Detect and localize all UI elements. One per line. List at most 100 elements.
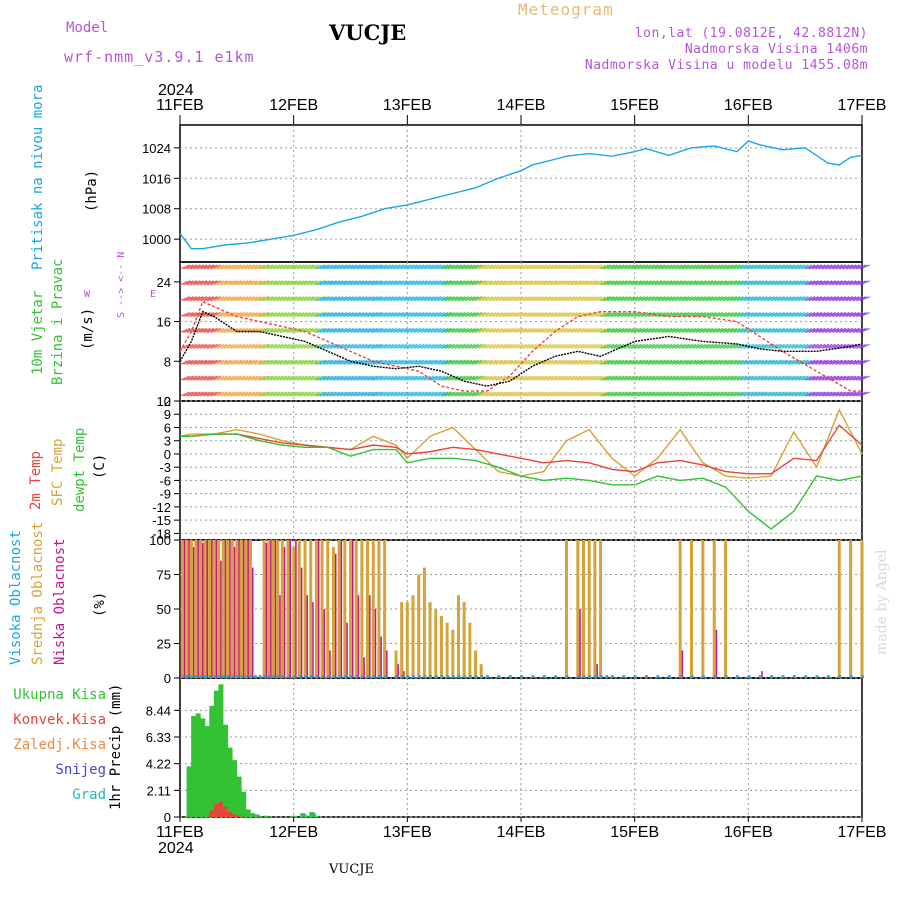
wind-barb bbox=[410, 280, 421, 286]
wind-barb bbox=[217, 264, 228, 270]
wind-barb bbox=[424, 280, 435, 286]
wind-barb bbox=[322, 312, 334, 318]
wind-barb bbox=[495, 280, 507, 286]
wind-barb bbox=[237, 375, 249, 381]
wind-barb bbox=[584, 296, 595, 302]
wind-barb bbox=[296, 264, 308, 270]
wind-barb bbox=[798, 375, 809, 381]
wind-barb bbox=[743, 296, 755, 302]
wind-barb bbox=[290, 327, 301, 334]
wind-barb bbox=[269, 327, 281, 334]
wind-barb bbox=[764, 264, 775, 270]
wind-barb bbox=[818, 343, 830, 349]
wind-barb bbox=[266, 280, 277, 286]
wind-barb bbox=[516, 296, 527, 302]
wind-barb bbox=[815, 391, 826, 397]
wind-barb bbox=[581, 296, 592, 302]
pressure-ytick-label: 1024 bbox=[142, 141, 171, 156]
wind-barb bbox=[526, 375, 537, 381]
wind-barb bbox=[224, 359, 235, 365]
cloud-high-bar bbox=[383, 675, 387, 678]
wind-barb bbox=[286, 312, 298, 318]
wind-barb bbox=[750, 359, 761, 365]
wind-barb bbox=[835, 280, 847, 286]
cloud-mid-bar bbox=[221, 540, 225, 678]
wind-barb bbox=[468, 391, 479, 397]
wind-barb bbox=[617, 280, 628, 286]
wind-barb bbox=[310, 280, 321, 286]
wind-barb bbox=[383, 359, 394, 365]
wind-barb bbox=[702, 296, 714, 302]
cloud-low-bar bbox=[579, 609, 581, 678]
wind-barb bbox=[671, 296, 683, 302]
wind-barb bbox=[203, 359, 215, 365]
wind-barb bbox=[719, 296, 731, 302]
cloud-low-bar bbox=[346, 622, 348, 678]
wind-barb bbox=[563, 327, 575, 334]
wind-barb bbox=[213, 375, 225, 381]
wind-barb bbox=[495, 312, 507, 318]
wind-barb bbox=[220, 391, 232, 397]
wind-barb bbox=[570, 343, 582, 349]
cloud-low-bar bbox=[238, 540, 240, 678]
wind-barb bbox=[465, 296, 476, 302]
wind-barb bbox=[567, 359, 578, 365]
wind-barb bbox=[523, 296, 534, 302]
wind-barb bbox=[193, 343, 204, 349]
wind-barb bbox=[712, 375, 724, 381]
cloud-high-bar bbox=[565, 675, 569, 678]
wind-barb bbox=[213, 296, 225, 302]
wind-barb bbox=[279, 312, 291, 318]
wind-barb bbox=[393, 391, 404, 397]
wind-barb bbox=[821, 312, 833, 318]
wind-barb bbox=[454, 391, 466, 397]
wind-barb bbox=[200, 312, 211, 318]
wind-barb bbox=[350, 375, 361, 381]
wind-barb bbox=[506, 312, 517, 318]
wind-barb bbox=[791, 264, 802, 270]
wind-barb bbox=[509, 296, 520, 302]
wind-barb bbox=[821, 343, 833, 349]
wind-barb bbox=[370, 327, 382, 334]
wind-barb bbox=[774, 375, 785, 381]
wind-barb bbox=[492, 359, 503, 365]
wind-barb bbox=[430, 296, 442, 302]
cloud-high-bar bbox=[451, 675, 455, 678]
cloud-mid-bar bbox=[276, 540, 280, 678]
wind-barb bbox=[448, 296, 459, 302]
wind-barb bbox=[685, 375, 697, 381]
wind-barb bbox=[804, 375, 816, 381]
wind-barb bbox=[437, 280, 449, 286]
wind-barb bbox=[300, 280, 311, 286]
wind-barb bbox=[777, 296, 789, 302]
wind-barb bbox=[441, 327, 452, 334]
wind-barb bbox=[603, 280, 615, 286]
wind-barb bbox=[651, 391, 662, 397]
wind-barb bbox=[179, 312, 191, 318]
wind-barb bbox=[627, 280, 639, 286]
wind-barb bbox=[546, 327, 558, 334]
wind-barb bbox=[319, 280, 331, 286]
legend-hail: Grad bbox=[72, 787, 106, 803]
precip-total-bar bbox=[200, 718, 206, 817]
wind-barb bbox=[591, 312, 602, 318]
cloud-low-bar bbox=[206, 540, 209, 678]
wind-barb bbox=[465, 264, 476, 270]
cloud-high-bar bbox=[181, 675, 185, 678]
precip-total-bar bbox=[195, 713, 201, 817]
wind-barb bbox=[346, 391, 358, 397]
precip-total-bar bbox=[313, 815, 319, 817]
wind-barb bbox=[777, 280, 789, 286]
wind-barb bbox=[543, 391, 554, 397]
wind-barb bbox=[492, 296, 503, 302]
wind-barb bbox=[682, 296, 693, 302]
wind-barb bbox=[279, 343, 291, 349]
cloud-high-bar bbox=[690, 675, 694, 678]
wind-barb bbox=[407, 264, 418, 270]
wind-barb bbox=[787, 327, 799, 334]
wind-barb bbox=[516, 391, 527, 397]
wind-barb bbox=[567, 264, 578, 270]
wind-barb bbox=[801, 264, 812, 270]
wind-barb bbox=[437, 296, 449, 302]
time-tick-bottom: 11FEB bbox=[156, 824, 204, 841]
